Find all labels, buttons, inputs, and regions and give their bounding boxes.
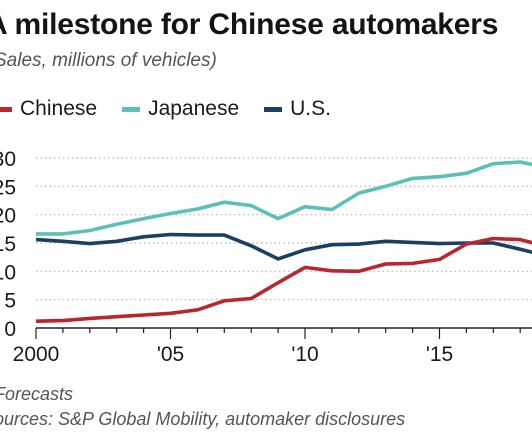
legend-label-japanese: Japanese (148, 97, 240, 120)
y-tick-label: 15 (0, 233, 16, 256)
y-tick-label: 20 (0, 205, 16, 228)
x-tick-label: '10 (291, 343, 318, 366)
y-tick-label: 25 (0, 176, 16, 199)
legend-swatch-chinese (0, 106, 12, 112)
series-line-chinese (35, 236, 532, 323)
legend-item-us: U.S. (264, 97, 331, 121)
legend-label-chinese: Chinese (20, 97, 98, 120)
series-line-japanese (36, 160, 532, 236)
y-tick-label: 10 (0, 261, 16, 284)
legend-swatch-japanese (122, 106, 141, 112)
chart-title: A milestone for Chinese automakers (0, 8, 499, 41)
y-tick-label: 5 (4, 290, 16, 313)
legend-item-japanese: Japanese (122, 97, 239, 121)
x-tick-label: '15 (426, 343, 453, 366)
sources-note: ources: S&P Global Mobility, automaker d… (0, 409, 406, 429)
x-tick-label: '05 (157, 343, 184, 366)
chart-subtitle: Sales, millions of vehicles) (0, 50, 217, 71)
legend-item-chinese: Chinese (0, 97, 97, 121)
legend-swatch-us (264, 106, 283, 112)
y-tick-label: 30 (0, 148, 16, 171)
chart-legend: Chinese Japanese U.S. (0, 97, 356, 121)
legend-label-us: U.S. (290, 97, 331, 120)
series-line-us (35, 232, 532, 261)
y-tick-label: 0 (4, 318, 16, 341)
x-tick-label: 2000 (13, 343, 60, 366)
forecast-note: Forecasts (0, 384, 74, 404)
